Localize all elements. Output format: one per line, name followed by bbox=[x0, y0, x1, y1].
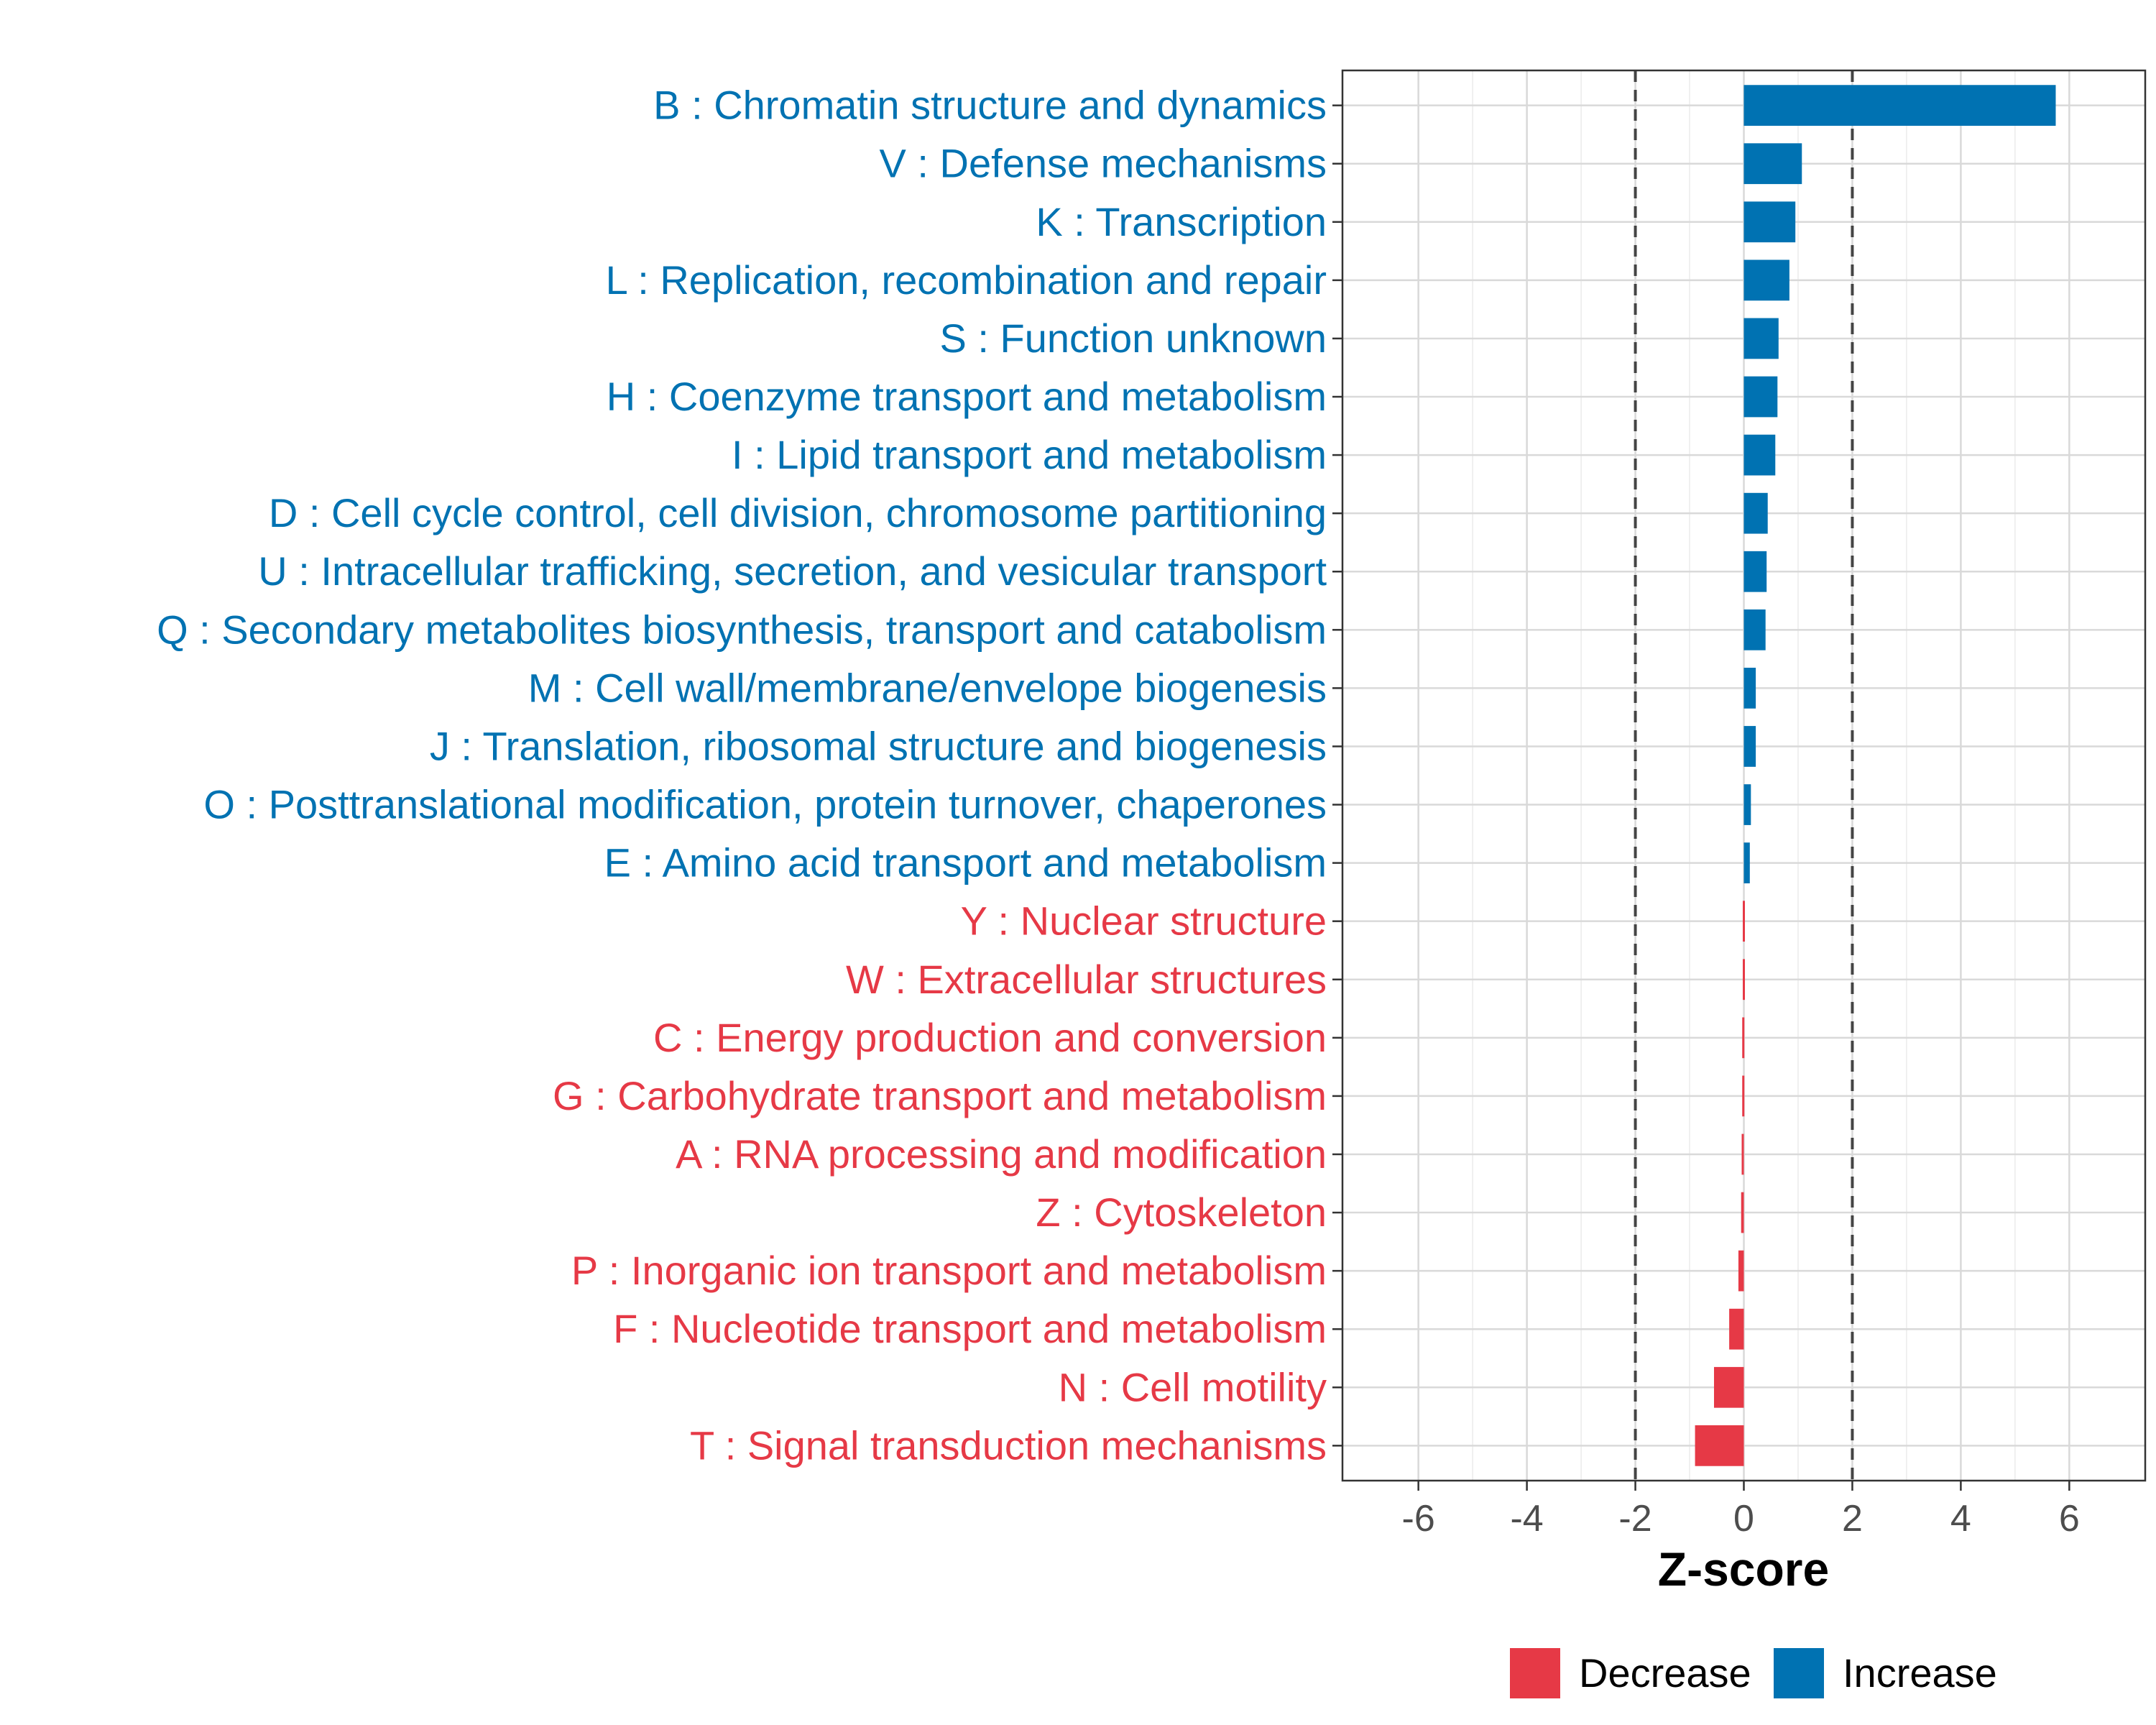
bar bbox=[1742, 1075, 1745, 1117]
category-label: K : Transcription bbox=[1036, 199, 1327, 244]
legend-label: Decrease bbox=[1579, 1650, 1751, 1696]
bar bbox=[1743, 668, 1756, 709]
bar bbox=[1741, 1133, 1744, 1175]
category-label: J : Translation, ribosomal structure and… bbox=[430, 723, 1327, 768]
reference-lines bbox=[1634, 70, 1854, 1481]
bar bbox=[1743, 551, 1767, 592]
category-label: Y : Nuclear structure bbox=[961, 898, 1327, 944]
x-tick-label: -4 bbox=[1510, 1498, 1543, 1540]
bar bbox=[1743, 318, 1779, 359]
category-labels: B : Chromatin structure and dynamics V : … bbox=[157, 83, 1327, 1468]
bar bbox=[1695, 1425, 1744, 1466]
bar bbox=[1743, 201, 1796, 243]
bar bbox=[1743, 376, 1778, 418]
x-tick-label: -2 bbox=[1618, 1498, 1651, 1540]
x-tick-label: 2 bbox=[1842, 1498, 1863, 1540]
category-label: S : Function unknown bbox=[939, 316, 1327, 361]
category-label: E : Amino acid transport and metabolism bbox=[604, 840, 1327, 886]
category-label: O : Posttranslational modification, prot… bbox=[203, 782, 1327, 827]
category-label: W : Extracellular structures bbox=[846, 957, 1327, 1002]
x-axis: -6 -4 -2 0 2 4 6 bbox=[1402, 1481, 2080, 1540]
bar bbox=[1743, 143, 1802, 185]
category-label: B : Chromatin structure and dynamics bbox=[653, 83, 1327, 128]
category-label: M : Cell wall/membrane/envelope biogenes… bbox=[528, 665, 1327, 710]
bar bbox=[1743, 259, 1789, 301]
category-label: Z : Cytoskeleton bbox=[1036, 1190, 1327, 1235]
bar bbox=[1713, 1366, 1744, 1408]
x-tick-label: 6 bbox=[2059, 1498, 2080, 1540]
bar bbox=[1743, 726, 1756, 767]
category-label: V : Defense mechanisms bbox=[880, 141, 1327, 186]
category-label: A : RNA processing and modification bbox=[676, 1131, 1327, 1177]
category-label: G : Carbohydrate transport and metabolis… bbox=[553, 1073, 1327, 1118]
category-label: L : Replication, recombination and repai… bbox=[606, 257, 1327, 303]
bar bbox=[1743, 492, 1768, 534]
x-tick-label: -6 bbox=[1402, 1498, 1435, 1540]
bar bbox=[1738, 1250, 1744, 1292]
category-label: P : Inorganic ion transport and metaboli… bbox=[571, 1248, 1327, 1293]
category-label: C : Energy production and conversion bbox=[653, 1015, 1327, 1060]
bar bbox=[1729, 1308, 1744, 1350]
category-label: F : Nucleotide transport and metabolism bbox=[613, 1306, 1327, 1351]
bars bbox=[1695, 85, 2056, 1466]
category-label: U : Intracellular trafficking, secretion… bbox=[258, 548, 1327, 594]
bar bbox=[1743, 609, 1766, 650]
x-tick-label: 4 bbox=[1950, 1498, 1971, 1540]
bar bbox=[1741, 1192, 1744, 1233]
bar bbox=[1743, 434, 1776, 476]
bar bbox=[1742, 901, 1745, 942]
category-label: N : Cell motility bbox=[1059, 1364, 1327, 1409]
y-axis-ticks bbox=[1332, 104, 1342, 1447]
legend-label: Increase bbox=[1843, 1650, 1997, 1696]
category-label: Q : Secondary metabolites biosynthesis, … bbox=[157, 607, 1327, 652]
x-axis-title: Z-score bbox=[1658, 1542, 1829, 1596]
legend: Decrease Increase bbox=[1510, 1648, 1997, 1698]
category-label: T : Signal transduction mechanisms bbox=[690, 1422, 1327, 1468]
bar bbox=[1742, 959, 1745, 1000]
bar bbox=[1743, 842, 1750, 883]
category-label: I : Lipid transport and metabolism bbox=[732, 432, 1327, 477]
x-tick-label: 0 bbox=[1733, 1498, 1754, 1540]
bar bbox=[1742, 1017, 1745, 1059]
category-label: D : Cell cycle control, cell division, c… bbox=[269, 490, 1327, 535]
legend-swatch bbox=[1510, 1648, 1560, 1698]
category-label: H : Coenzyme transport and metabolism bbox=[607, 374, 1327, 419]
bar bbox=[1743, 784, 1751, 825]
legend-swatch bbox=[1774, 1648, 1824, 1698]
bar bbox=[1743, 85, 2056, 126]
